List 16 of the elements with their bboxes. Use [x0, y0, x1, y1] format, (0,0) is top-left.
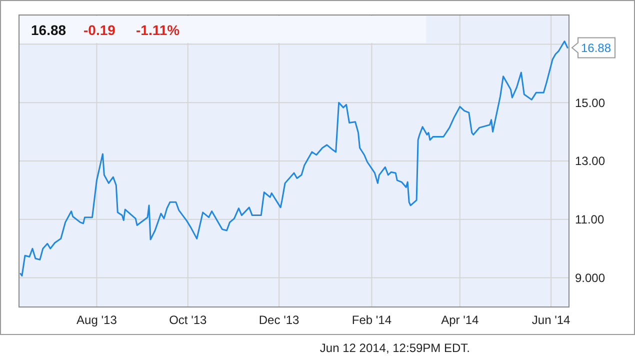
line-series: [20, 40, 568, 277]
annotation: 16.88: [581, 40, 612, 55]
y-tick-label: 11.00: [575, 212, 604, 227]
annotation: -1.11%: [136, 22, 180, 38]
annotation: 16.88: [31, 22, 66, 38]
x-tick-label: Oct '13: [169, 313, 208, 327]
x-tick-label: Feb '14: [352, 313, 392, 327]
annotation: -0.19: [84, 22, 116, 38]
x-tick-label: Apr '14: [441, 313, 480, 327]
x-tick-label: Dec '13: [258, 313, 300, 327]
y-tick-label: 15.00: [575, 96, 606, 110]
x-tick-label: Jun '14: [532, 313, 571, 327]
y-tick-label: 9.000: [575, 271, 606, 285]
x-tick-label: Aug '13: [76, 313, 118, 327]
y-tick-label: 13.00: [575, 154, 606, 168]
text: Jun 12 2014, 12:59PM EDT.: [320, 341, 470, 355]
